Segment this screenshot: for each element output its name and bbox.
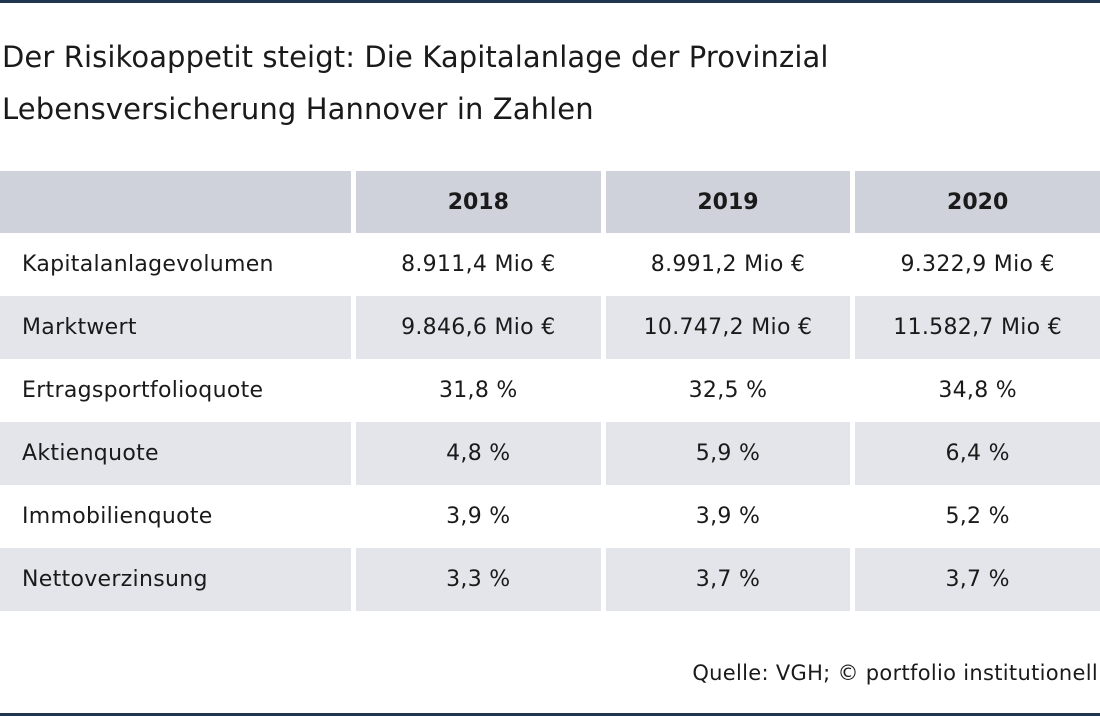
table-cell-value: 34,8 % xyxy=(938,378,1017,403)
table-cell-value: 31,8 % xyxy=(438,378,518,403)
table-cell-value: 3,7 % xyxy=(605,548,851,611)
table-cell-value: 3,7 % xyxy=(855,548,1100,611)
row-label: Immobilienquote xyxy=(22,504,213,529)
row-label: Marktwert xyxy=(0,296,351,359)
table-row: Ertragsportfolioquote 31,8 % 32,5 % 34,8… xyxy=(0,359,1100,422)
chart-title: Der Risikoappetit steigt: Die Kapitalanl… xyxy=(2,40,829,126)
table-cell-value: 9.846,6 Mio € xyxy=(355,296,601,359)
row-label: Kapitalanlagevolumen xyxy=(22,252,274,277)
header-row: 2018 2019 2020 xyxy=(0,171,1100,233)
table-cell-value: 8.991,2 Mio € xyxy=(650,252,806,277)
table-row: Immobilienquote 3,9 % 3,9 % 5,2 % xyxy=(0,485,1100,548)
data-table: 2018 2019 2020 Kapitalanlagevolumen 8.91… xyxy=(0,171,1100,611)
header-cell-year: 2020 xyxy=(855,171,1100,233)
table-cell-value: 4,8 % xyxy=(355,422,601,485)
table-cell-value: 11.582,7 Mio € xyxy=(855,296,1100,359)
table-cell-value: 6,4 % xyxy=(855,422,1100,485)
table-cell-value: 32,5 % xyxy=(688,378,768,403)
bottom-rule xyxy=(0,713,1100,716)
row-label: Aktienquote xyxy=(0,422,351,485)
header-cell-year: 2018 xyxy=(355,171,601,233)
table-cell-value: 3,3 % xyxy=(355,548,601,611)
top-rule xyxy=(0,0,1100,3)
source-note: Quelle: VGH; © portfolio institutionell xyxy=(692,661,1098,685)
table-cell-value: 3,9 % xyxy=(446,504,511,529)
table-cell-value: 3,9 % xyxy=(695,504,761,529)
table-row: Marktwert 9.846,6 Mio € 10.747,2 Mio € 1… xyxy=(0,296,1100,359)
table-cell-value: 8.911,4 Mio € xyxy=(401,252,556,277)
row-label: Nettoverzinsung xyxy=(0,548,351,611)
table-cell-value: 9.322,9 Mio € xyxy=(900,252,1055,277)
table-row: Kapitalanlagevolumen 8.911,4 Mio € 8.991… xyxy=(0,233,1100,296)
table-cell-value: 10.747,2 Mio € xyxy=(605,296,851,359)
table-row: Aktienquote 4,8 % 5,9 % 6,4 % xyxy=(0,422,1100,485)
table-cell-value: 5,9 % xyxy=(605,422,851,485)
table-row: Nettoverzinsung 3,3 % 3,7 % 3,7 % xyxy=(0,548,1100,611)
table-cell-value: 5,2 % xyxy=(945,504,1010,529)
header-cell-empty xyxy=(0,171,351,233)
header-cell-year: 2019 xyxy=(605,171,851,233)
row-label: Ertragsportfolioquote xyxy=(22,378,264,403)
